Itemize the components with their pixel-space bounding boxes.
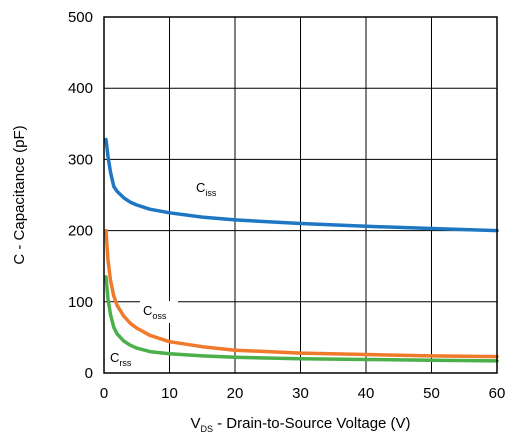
x-axis-title: VDS - Drain-to-Source Voltage (V)	[190, 415, 410, 434]
x-tick-label: 30	[292, 385, 309, 402]
series-labels: Ciss Coss Crss	[110, 180, 217, 368]
x-axis-title-prefix: V	[190, 415, 200, 432]
y-tick-label: 500	[68, 9, 93, 26]
series-label-crss: Crss	[110, 350, 132, 368]
x-tick-labels: 0 10 20 30 40 50 60	[100, 385, 506, 402]
y-tick-label: 200	[68, 223, 93, 240]
series-lines	[104, 137, 499, 363]
y-tick-label: 400	[68, 80, 93, 97]
x-tick-label: 60	[489, 385, 506, 402]
y-tick-labels: 0 100 200 300 400 500	[68, 9, 93, 382]
y-tick-label: 100	[68, 294, 93, 311]
x-tick-label: 0	[100, 385, 108, 402]
series-line-crss	[104, 275, 499, 363]
x-tick-label: 10	[161, 385, 178, 402]
series-line-coss	[104, 228, 499, 359]
x-axis-title-sub: DS	[200, 424, 213, 434]
series-label-ciss: Ciss	[196, 180, 217, 198]
plot-frame	[103, 16, 498, 374]
series-label-bg	[140, 301, 178, 323]
series-label-coss: Coss	[143, 303, 167, 321]
x-axis-title-suffix: - Drain-to-Source Voltage (V)	[213, 415, 411, 432]
x-tick-label: 20	[227, 385, 244, 402]
y-axis-title: C - Capacitance (pF)	[11, 125, 28, 264]
y-tick-label: 300	[68, 151, 93, 168]
x-tick-label: 50	[423, 385, 440, 402]
y-tick-label: 0	[85, 365, 93, 382]
x-tick-label: 40	[358, 385, 375, 402]
series-line-ciss	[104, 137, 499, 233]
